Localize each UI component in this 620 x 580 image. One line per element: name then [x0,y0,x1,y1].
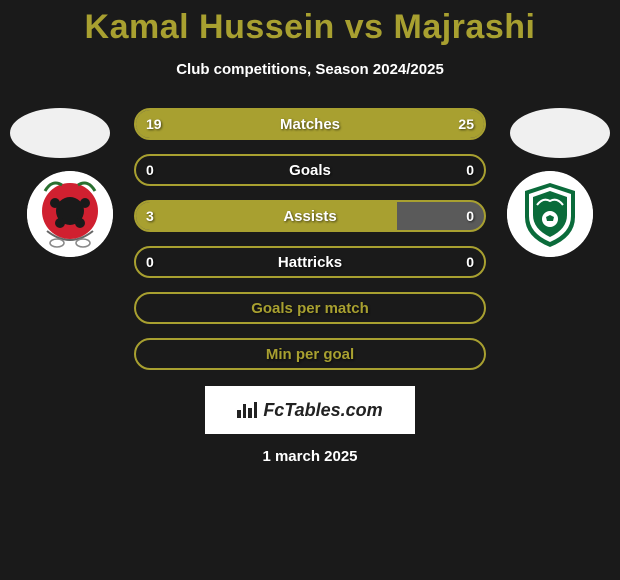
stat-value-left: 3 [146,208,154,224]
stat-label: Matches [280,116,340,133]
stats-bars: 19 Matches 25 0 Goals 0 3 Assists 0 0 Hattricks 0 Go… [134,108,486,370]
fctables-label: FcTables.com [263,400,382,421]
stat-value-right: 25 [458,116,474,132]
stat-value-left: 0 [146,254,154,270]
page-subtitle: Club competitions, Season 2024/2025 [176,61,444,78]
fctables-badge: FcTables.com [205,386,415,434]
stat-row-empty: Min per goal [134,338,486,370]
stat-value-left: 19 [146,116,162,132]
stat-label: Hattricks [278,254,342,271]
stat-row: 19 Matches 25 [134,108,486,140]
stat-row: 0 Hattricks 0 [134,246,486,278]
club-logo-right [507,171,593,257]
main-area: 19 Matches 25 0 Goals 0 3 Assists 0 0 Hattricks 0 Go… [0,108,620,370]
stat-label: Goals [289,162,331,179]
stat-value-right: 0 [466,162,474,178]
stat-value-right: 0 [466,254,474,270]
comparison-card: Kamal Hussein vs Majrashi Club competiti… [0,0,620,465]
stat-label: Min per goal [266,346,354,363]
stat-row-empty: Goals per match [134,292,486,324]
player-photo-left [10,108,110,158]
page-title: Kamal Hussein vs Majrashi [85,8,536,47]
player-photo-right [510,108,610,158]
stat-row: 3 Assists 0 [134,200,486,232]
club-logo-left [27,171,113,257]
stat-row: 0 Goals 0 [134,154,486,186]
stat-label: Assists [283,208,336,225]
stat-label: Goals per match [251,300,369,317]
bar-chart-icon [237,402,257,418]
date-label: 1 march 2025 [262,448,357,465]
stat-value-right: 0 [466,208,474,224]
stat-value-left: 0 [146,162,154,178]
